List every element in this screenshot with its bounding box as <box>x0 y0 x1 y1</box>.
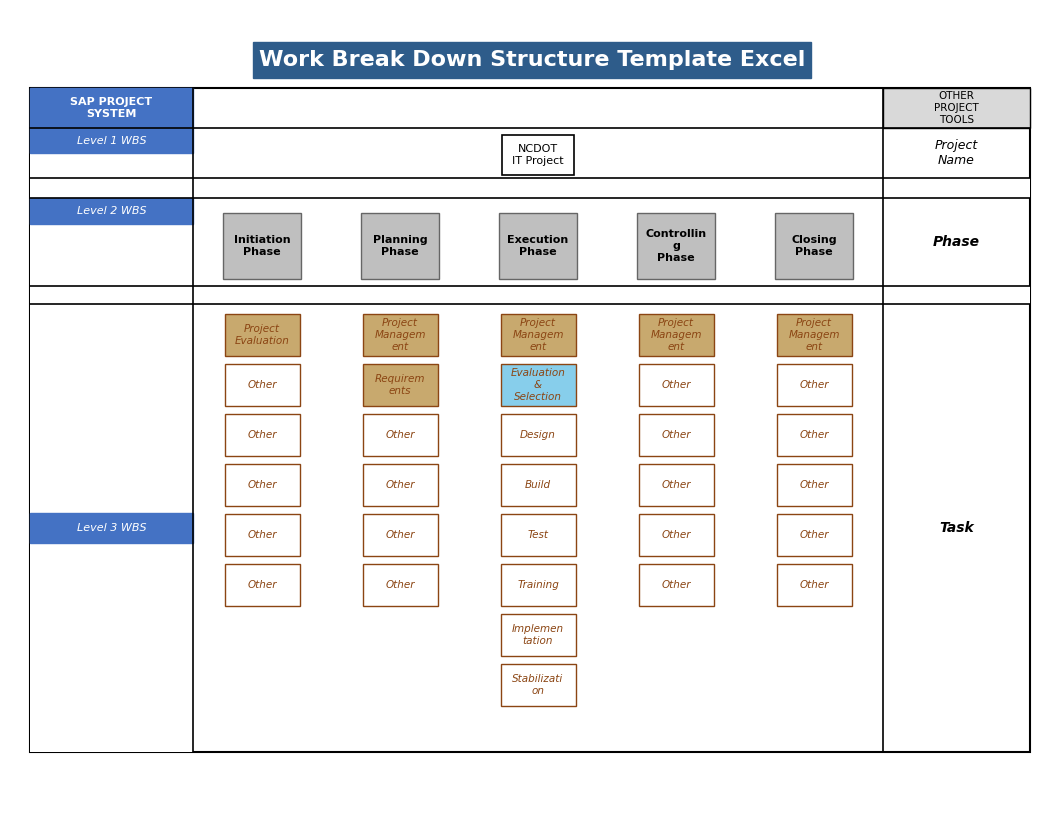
Bar <box>363 364 438 406</box>
Bar <box>501 364 575 406</box>
Bar <box>224 514 299 556</box>
Bar <box>363 564 438 606</box>
Bar <box>224 414 299 456</box>
Text: Other: Other <box>662 380 691 390</box>
Bar <box>30 286 1030 304</box>
Bar <box>224 464 299 506</box>
Text: Other: Other <box>385 530 414 540</box>
Text: Execution
Phase: Execution Phase <box>507 235 569 257</box>
Text: Other: Other <box>662 480 691 490</box>
Bar <box>501 514 575 556</box>
Text: Other: Other <box>799 430 829 440</box>
Bar <box>363 314 438 356</box>
Text: Other: Other <box>385 480 414 490</box>
Bar <box>777 514 852 556</box>
Text: Test: Test <box>527 530 549 540</box>
Text: NCDOT
IT Project: NCDOT IT Project <box>513 144 563 166</box>
Text: Other: Other <box>247 380 277 390</box>
Text: Other: Other <box>662 430 691 440</box>
Text: Requirem
ents: Requirem ents <box>375 374 425 395</box>
Bar <box>501 464 575 506</box>
Bar <box>361 213 439 279</box>
Text: OTHER
PROJECT
TOOLS: OTHER PROJECT TOOLS <box>934 92 979 125</box>
Text: Other: Other <box>662 530 691 540</box>
Text: Evaluation
&
Selection: Evaluation & Selection <box>511 368 565 402</box>
Bar <box>638 514 713 556</box>
Text: Planning
Phase: Planning Phase <box>373 235 427 257</box>
Text: Level 1 WBS: Level 1 WBS <box>77 136 146 145</box>
Text: Level 2 WBS: Level 2 WBS <box>77 206 146 216</box>
Bar <box>30 178 1030 198</box>
Text: Closing
Phase: Closing Phase <box>792 235 837 257</box>
Text: SAP PROJECT
SYSTEM: SAP PROJECT SYSTEM <box>71 97 152 118</box>
Bar <box>775 213 853 279</box>
Text: Other: Other <box>385 580 414 590</box>
Text: Initiation
Phase: Initiation Phase <box>234 235 291 257</box>
Bar <box>501 664 575 706</box>
Bar <box>30 88 1030 752</box>
Bar <box>224 364 299 406</box>
Bar <box>638 364 713 406</box>
Bar <box>223 213 301 279</box>
Bar <box>30 128 193 153</box>
Bar <box>777 364 852 406</box>
Text: Other: Other <box>247 430 277 440</box>
Bar <box>777 564 852 606</box>
Text: Phase: Phase <box>933 235 980 249</box>
Bar <box>30 198 193 286</box>
Bar <box>499 213 577 279</box>
Bar <box>777 464 852 506</box>
Bar <box>363 514 438 556</box>
Text: Other: Other <box>247 480 277 490</box>
Bar <box>777 314 852 356</box>
Text: Work Break Down Structure Template Excel: Work Break Down Structure Template Excel <box>259 50 805 70</box>
Text: Implemen
tation: Implemen tation <box>512 624 564 645</box>
Bar <box>363 464 438 506</box>
Text: Training: Training <box>517 580 559 590</box>
Text: Other: Other <box>799 580 829 590</box>
Text: Project
Evaluation: Project Evaluation <box>235 324 290 346</box>
Text: Other: Other <box>799 380 829 390</box>
Bar <box>501 314 575 356</box>
Bar <box>638 564 713 606</box>
Bar <box>777 414 852 456</box>
Text: Other: Other <box>247 580 277 590</box>
Text: Project
Name: Project Name <box>934 139 978 167</box>
Text: Controllin
g
Phase: Controllin g Phase <box>646 230 706 262</box>
Text: Project
Managem
ent: Project Managem ent <box>374 319 426 351</box>
Text: Other: Other <box>247 530 277 540</box>
Bar <box>224 314 299 356</box>
Bar <box>637 213 715 279</box>
Bar <box>224 564 299 606</box>
Text: Task: Task <box>939 521 973 535</box>
Bar <box>501 564 575 606</box>
Bar <box>501 614 575 656</box>
Bar <box>638 314 713 356</box>
Bar <box>30 304 193 752</box>
Bar <box>638 464 713 506</box>
Bar <box>638 414 713 456</box>
Text: Level 3 WBS: Level 3 WBS <box>77 523 146 533</box>
Text: Project
Managem
ent: Project Managem ent <box>789 319 839 351</box>
Bar <box>30 128 193 178</box>
Text: Other: Other <box>799 530 829 540</box>
Bar <box>883 88 1030 128</box>
Text: Design: Design <box>520 430 556 440</box>
Text: Other: Other <box>662 580 691 590</box>
Text: Build: Build <box>525 480 551 490</box>
Bar <box>30 513 193 543</box>
Bar <box>253 42 811 78</box>
Text: Project
Managem
ent: Project Managem ent <box>513 319 563 351</box>
Text: Stabilizati
on: Stabilizati on <box>513 674 563 696</box>
Text: Other: Other <box>385 430 414 440</box>
Bar <box>30 198 193 224</box>
Bar <box>501 414 575 456</box>
Bar <box>30 88 193 128</box>
Text: Project
Managem
ent: Project Managem ent <box>650 319 702 351</box>
Bar <box>363 414 438 456</box>
Bar <box>502 135 574 175</box>
Text: Other: Other <box>799 480 829 490</box>
